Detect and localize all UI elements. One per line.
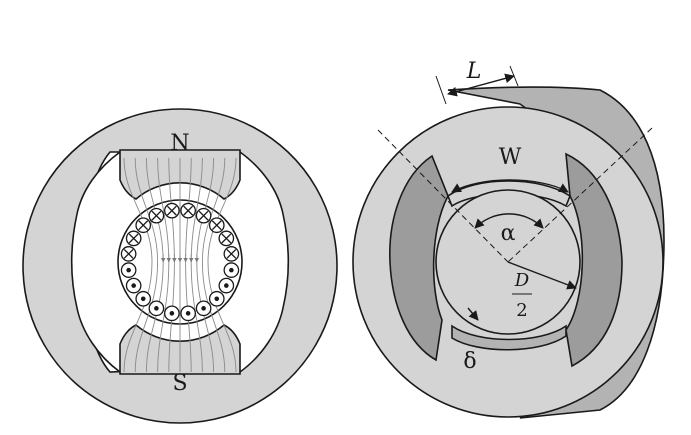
conductor-out-of-page xyxy=(180,305,196,322)
conductor-into-page xyxy=(195,207,212,224)
dashed-axis-right xyxy=(507,127,653,263)
conductor-into-page xyxy=(120,246,137,262)
conductor-into-page xyxy=(125,230,142,247)
conductor-into-page xyxy=(218,230,235,247)
machine-3d-view: L W α D 2 δ xyxy=(352,59,665,419)
right-opening xyxy=(565,152,623,368)
dashed-axis-left xyxy=(377,129,509,263)
conductor-into-page xyxy=(223,246,240,262)
two-pole-machine-cross-section: N S xyxy=(22,108,338,424)
armature-conductors xyxy=(120,202,240,322)
magnetic-field-lines xyxy=(123,158,237,373)
gap-label: δ xyxy=(463,349,476,374)
radius-numerator: D xyxy=(514,270,530,291)
gap-arrow xyxy=(467,307,479,321)
conductor-into-page xyxy=(135,217,152,234)
conductor-out-of-page xyxy=(125,277,142,294)
conductor-out-of-page xyxy=(223,262,240,278)
conductor-out-of-page xyxy=(148,300,165,317)
conductor-into-page xyxy=(164,202,180,219)
conductor-out-of-page xyxy=(195,300,212,317)
radius-line xyxy=(507,261,577,290)
conductor-out-of-page xyxy=(218,277,235,294)
conductor-out-of-page xyxy=(208,290,225,307)
field-line xyxy=(123,158,153,373)
left-opening xyxy=(389,154,449,362)
alpha-label: α xyxy=(501,221,516,246)
width-label: W xyxy=(499,145,522,170)
radius-denominator: 2 xyxy=(516,300,527,321)
length-ext-left xyxy=(435,75,447,105)
conductor-into-page xyxy=(148,207,165,224)
field-line xyxy=(207,158,237,373)
conductor-into-page xyxy=(208,217,225,234)
length-label: L xyxy=(466,59,482,84)
length-dimension xyxy=(447,73,515,97)
conductor-into-page xyxy=(180,202,196,219)
alpha-arc xyxy=(474,213,544,229)
field-line xyxy=(134,158,159,373)
lower-pole-shoe xyxy=(451,324,567,351)
conductor-out-of-page xyxy=(120,262,137,278)
width-dimension xyxy=(451,179,569,193)
length-ext-right xyxy=(509,65,519,87)
north-pole-label: N xyxy=(170,131,189,156)
conductor-out-of-page xyxy=(164,305,180,322)
conductor-out-of-page xyxy=(135,290,152,307)
south-pole-label: S xyxy=(172,371,187,396)
field-line xyxy=(201,158,226,373)
